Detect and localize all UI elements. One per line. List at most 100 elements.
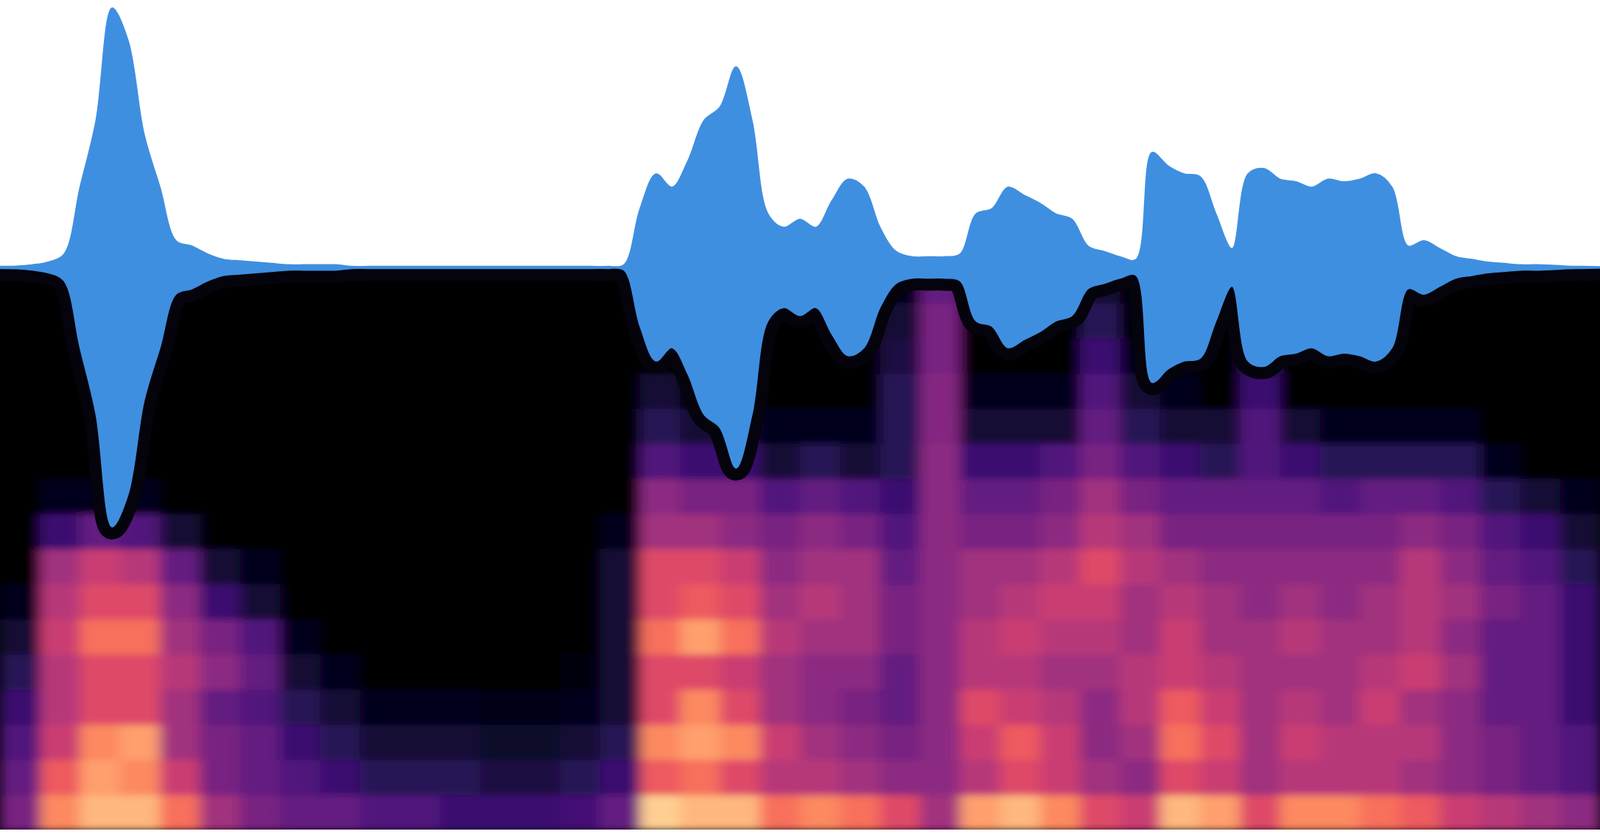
spectrogram-cell	[1359, 372, 1401, 409]
spectrogram-cell	[719, 548, 761, 585]
spectrogram-cell	[159, 442, 201, 479]
spectrogram-cell	[640, 688, 681, 725]
spectrogram-cell	[1320, 688, 1361, 725]
spectrogram-cell	[200, 794, 241, 830]
spectrogram-cell	[279, 759, 321, 796]
spectrogram-cell	[1479, 654, 1521, 691]
spectrogram-cell	[0, 654, 41, 691]
spectrogram-cell	[279, 548, 321, 585]
spectrogram-cell	[920, 583, 961, 620]
spectrogram-cell	[1479, 442, 1521, 479]
spectrogram-cell	[279, 618, 321, 655]
spectrogram-cell	[480, 372, 521, 409]
spectrogram-cell	[1400, 794, 1441, 830]
spectrogram-cell	[1079, 759, 1121, 796]
spectrogram-cell	[400, 724, 441, 761]
spectrogram-cell	[1400, 548, 1441, 585]
spectrogram-cell	[1119, 724, 1161, 761]
spectrogram-cell	[1560, 337, 1600, 374]
spectrogram-cell	[1000, 372, 1041, 409]
spectrogram-cell	[959, 724, 1001, 761]
spectrogram-cell	[439, 337, 481, 374]
spectrogram-cell	[39, 654, 81, 691]
spectrogram-cell	[559, 654, 601, 691]
spectrogram-cell	[0, 408, 41, 445]
spectrogram-cell	[0, 724, 41, 761]
spectrogram-cell	[279, 408, 321, 445]
spectrogram-cell	[1320, 513, 1361, 550]
spectrogram-cell	[279, 513, 321, 550]
spectrogram-cell	[400, 794, 441, 830]
spectrogram-cell	[640, 618, 681, 655]
spectrogram-cell	[600, 548, 641, 585]
spectrogram-cell	[559, 442, 601, 479]
spectrogram-cell	[1359, 759, 1401, 796]
spectrogram-cell	[1519, 759, 1561, 796]
spectrogram-cell	[1119, 442, 1161, 479]
spectrogram-cell	[719, 618, 761, 655]
spectrogram-cell	[279, 478, 321, 515]
spectrogram-cell	[439, 654, 481, 691]
spectrogram-cell	[1000, 478, 1041, 515]
spectrogram-cell	[1280, 724, 1321, 761]
spectrogram-cell	[800, 513, 841, 550]
spectrogram-cell	[39, 442, 81, 479]
spectrogram-cell	[719, 759, 761, 796]
spectrogram-cell	[839, 442, 881, 479]
spectrogram-cell	[719, 794, 761, 830]
spectrogram-cell	[80, 759, 121, 796]
spectrogram-cell	[200, 302, 241, 339]
spectrogram-cell	[839, 583, 881, 620]
spectrogram-cell	[520, 302, 561, 339]
spectrogram-cell	[159, 724, 201, 761]
spectrogram-cell	[319, 618, 361, 655]
spectrogram-cell	[319, 513, 361, 550]
spectrogram-cell	[839, 513, 881, 550]
spectrogram-cell	[1479, 688, 1521, 725]
spectrogram-cell	[839, 618, 881, 655]
spectrogram-cell	[319, 408, 361, 445]
spectrogram-cell	[159, 372, 201, 409]
spectrogram-cell	[360, 442, 401, 479]
spectrogram-cell	[240, 513, 281, 550]
spectrogram-cell	[1440, 478, 1481, 515]
spectrogram-cell	[559, 759, 601, 796]
spectrogram-cell	[279, 654, 321, 691]
spectrogram-cell	[240, 442, 281, 479]
spectrogram-cell	[600, 372, 641, 409]
spectrogram-cell	[600, 583, 641, 620]
spectrogram-cell	[1040, 688, 1081, 725]
spectrogram-cell	[959, 688, 1001, 725]
spectrogram-cell	[760, 618, 801, 655]
spectrogram-cell	[1040, 513, 1081, 550]
spectrogram-cell	[439, 442, 481, 479]
spectrogram-cell	[39, 513, 81, 550]
spectrogram-cell	[559, 337, 601, 374]
spectrogram-cell	[920, 654, 961, 691]
spectrogram-cell	[679, 794, 721, 830]
spectrogram-cell	[200, 654, 241, 691]
spectrogram-cell	[959, 408, 1001, 445]
spectrogram-cell	[1560, 794, 1600, 830]
spectrogram-cell	[480, 337, 521, 374]
spectrogram-cell	[760, 513, 801, 550]
spectrogram-cell	[319, 478, 361, 515]
spectrogram-cell	[1519, 372, 1561, 409]
spectrogram-cell	[640, 548, 681, 585]
spectrogram-cell	[1400, 513, 1441, 550]
spectrogram-cell	[520, 408, 561, 445]
spectrogram-cell	[360, 302, 401, 339]
spectrogram-cell	[559, 618, 601, 655]
spectrogram-cell	[959, 372, 1001, 409]
spectrogram-cell	[200, 724, 241, 761]
spectrogram-cell	[1079, 337, 1121, 374]
spectrogram-cell	[400, 442, 441, 479]
spectrogram-cell	[480, 688, 521, 725]
spectrogram-cell	[959, 654, 1001, 691]
spectrogram-cell	[1519, 794, 1561, 830]
spectrogram-cell	[319, 794, 361, 830]
spectrogram-cell	[1560, 513, 1600, 550]
spectrogram-cell	[400, 408, 441, 445]
spectrogram-cell	[959, 618, 1001, 655]
spectrogram-cell	[760, 794, 801, 830]
